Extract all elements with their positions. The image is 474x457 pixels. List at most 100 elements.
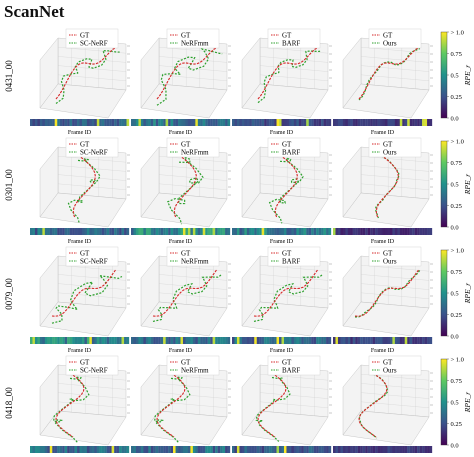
frame-axis-label: Frame ID (270, 130, 294, 136)
rpe-cell (170, 337, 174, 344)
rpe-cell (121, 446, 125, 453)
rpe-cell (271, 446, 275, 453)
rpe-cell (220, 119, 223, 126)
rpe-cell (279, 119, 282, 126)
rpe-cell (264, 119, 267, 126)
rpe-cell (372, 228, 376, 235)
colorbar-tick-label: > 1.0 (451, 30, 464, 37)
legend-box (267, 28, 321, 49)
grid-line (158, 283, 228, 290)
rpe-cell (94, 228, 97, 235)
rpe-cell (281, 446, 285, 453)
rpe-cell (412, 446, 415, 453)
rpe-cell (392, 446, 396, 453)
axis-pane (241, 410, 329, 446)
rpe-cell (124, 228, 127, 235)
legend-method-label: BARF (282, 367, 300, 375)
rpe-strip (232, 228, 332, 235)
rpe-cell (298, 228, 302, 235)
rpe-cell (101, 119, 105, 126)
rpe-cell (212, 446, 216, 453)
rpe-cell (192, 228, 196, 235)
rpe-cell (239, 228, 243, 235)
rpe-cell (414, 337, 418, 344)
grid-line (57, 292, 127, 299)
rpe-cell (57, 446, 60, 453)
grid-line (158, 174, 228, 181)
rpe-cell (210, 446, 213, 453)
rpe-cell (145, 228, 149, 235)
rpe-cell (119, 337, 122, 344)
rpe-cell (269, 446, 272, 453)
rpe-cell (64, 119, 68, 126)
rpe-cell (89, 446, 93, 453)
rpe-cell (283, 119, 287, 126)
rpe-cell (165, 119, 169, 126)
rpe-cell (239, 446, 243, 453)
rpe-cell (404, 119, 408, 126)
rpe-cell (150, 337, 154, 344)
grid-line (259, 292, 329, 299)
axis-pane (39, 192, 127, 228)
frame-axis-label: Frame ID (371, 348, 395, 354)
colorbar-tick-label: > 1.0 (451, 248, 464, 255)
axis-pane (39, 410, 127, 446)
rpe-cell (44, 119, 48, 126)
rpe-cell (337, 337, 341, 344)
rpe-cell (89, 337, 93, 344)
rpe-cell (77, 446, 80, 453)
rpe-cell (227, 337, 231, 344)
rpe-cell (276, 119, 280, 126)
rpe-cell (409, 337, 413, 344)
rpe-cell (389, 228, 393, 235)
rpe-cell (384, 228, 388, 235)
grid-line (360, 392, 430, 399)
grid-line (158, 265, 228, 272)
legend-box (65, 137, 119, 158)
rpe-cell (296, 119, 299, 126)
rpe-cell (274, 337, 277, 344)
rpe-cell (114, 446, 117, 453)
rpe-cell (185, 228, 189, 235)
estimated-trajectory (253, 274, 323, 322)
rpe-cell (124, 337, 127, 344)
rpe-cell (195, 228, 198, 235)
rpe-cell (389, 119, 393, 126)
rpe-cell (37, 446, 41, 453)
rpe-cell (387, 119, 391, 126)
axis-pane (241, 301, 329, 337)
rpe-cell (155, 337, 159, 344)
rpe-cell (217, 446, 221, 453)
rpe-cell (182, 337, 186, 344)
rpe-cell (44, 446, 48, 453)
colorbar-gradient (440, 249, 448, 337)
rpe-cell (276, 228, 280, 235)
rpe-cell (360, 446, 363, 453)
rpe-cell (165, 446, 169, 453)
rpe-cell (251, 446, 255, 453)
row-label: 0431_00 (4, 60, 14, 92)
rpe-cell (311, 337, 314, 344)
rpe-cell (54, 446, 58, 453)
grid-line (360, 183, 430, 190)
rpe-cell (313, 119, 317, 126)
grid-line (360, 274, 430, 281)
frame-axis-label: Frame ID (169, 130, 193, 136)
rpe-cell (62, 337, 65, 344)
gt-trajectory (55, 47, 117, 100)
rpe-cell (160, 446, 164, 453)
rpe-cell (404, 446, 408, 453)
rpe-cell (232, 119, 235, 126)
rpe-cell (160, 119, 164, 126)
grid-line (57, 56, 127, 63)
colorbar-tick-label: 0.25 (451, 94, 462, 101)
rpe-cell (301, 446, 304, 453)
grid-line (360, 56, 430, 63)
rpe-cell (269, 119, 272, 126)
legend-gt-label: GT (80, 250, 90, 258)
rpe-cell (254, 228, 257, 235)
rpe-cell (126, 337, 130, 344)
grid-line (360, 265, 430, 272)
legend-gt-label: GT (181, 141, 191, 149)
